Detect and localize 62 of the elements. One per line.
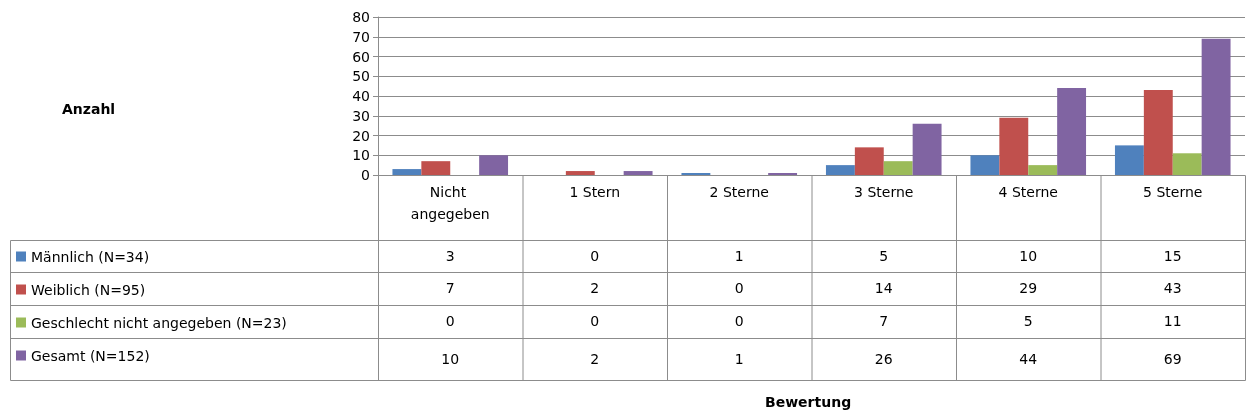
data-label: 5 [1022, 312, 1034, 331]
data-label: 7 [444, 279, 456, 298]
data-label: 2 [589, 350, 601, 369]
bar [565, 171, 595, 175]
data-label: 1 [733, 350, 745, 369]
data-label: 44 [1018, 350, 1039, 369]
bar [912, 123, 942, 175]
y-tick-label: 50 [352, 68, 370, 85]
bar [392, 169, 422, 175]
x-tick-label: Nicht angegeben [410, 184, 490, 222]
text: Anzahl [62, 101, 116, 117]
data-label: 1 [733, 247, 745, 266]
data-label: 0 [444, 312, 456, 331]
x-tick-label: 4 Sterne [998, 184, 1058, 200]
legend-label: Weiblich (N=95) [31, 281, 146, 298]
y-tick-label: 80 [352, 9, 370, 25]
x-tick-label: 5 Sterne [1143, 184, 1203, 200]
bar [479, 155, 509, 175]
data-label: 5 [878, 247, 890, 266]
legend-label: Gesamt (N=152) [31, 347, 150, 364]
data-label: 14 [873, 279, 894, 298]
bar [421, 161, 451, 175]
legend-label: Männlich (N=34) [31, 248, 150, 265]
y-tick-label: 20 [352, 127, 370, 144]
data-label: 3 [444, 247, 456, 266]
bar [1172, 153, 1202, 175]
data-label: 26 [873, 350, 894, 369]
y-tick-label: 30 [352, 107, 370, 124]
data-label: 0 [589, 312, 601, 331]
bar [825, 165, 855, 175]
bar [883, 161, 913, 175]
y-tick-label: 10 [352, 147, 370, 164]
x-tick-label: 3 Sterne [854, 184, 914, 200]
data-label: 15 [1162, 247, 1183, 266]
data-label: 0 [589, 247, 601, 266]
bar [999, 117, 1029, 175]
bar [1201, 38, 1231, 175]
data-label: 29 [1018, 279, 1039, 298]
bar [1143, 90, 1173, 175]
data-label: 11 [1162, 312, 1183, 331]
text: Bewertung [765, 394, 852, 410]
x-tick-label: 1 Stern [569, 184, 621, 200]
bar [1114, 145, 1144, 175]
bar [623, 171, 653, 175]
bar [970, 155, 1000, 175]
y-tick-label: 40 [352, 88, 370, 104]
y-tick-label: 70 [352, 28, 370, 45]
bar [854, 147, 884, 175]
data-label: 43 [1162, 279, 1183, 298]
data-label: 0 [733, 312, 745, 331]
bar [1028, 165, 1058, 175]
data-label: 0 [733, 279, 745, 298]
y-tick-label: 60 [352, 48, 370, 65]
data-label: 7 [878, 312, 890, 331]
legend-label: Geschlecht nicht angegeben (N=23) [31, 314, 287, 331]
data-label: 10 [1018, 247, 1039, 266]
y-tick-label: 0 [361, 167, 370, 183]
data-label: 69 [1162, 350, 1183, 369]
data-label: 2 [589, 279, 601, 298]
x-tick-label: 2 Sterne [709, 184, 769, 200]
data-label: 10 [440, 350, 461, 369]
bar [1057, 88, 1087, 175]
